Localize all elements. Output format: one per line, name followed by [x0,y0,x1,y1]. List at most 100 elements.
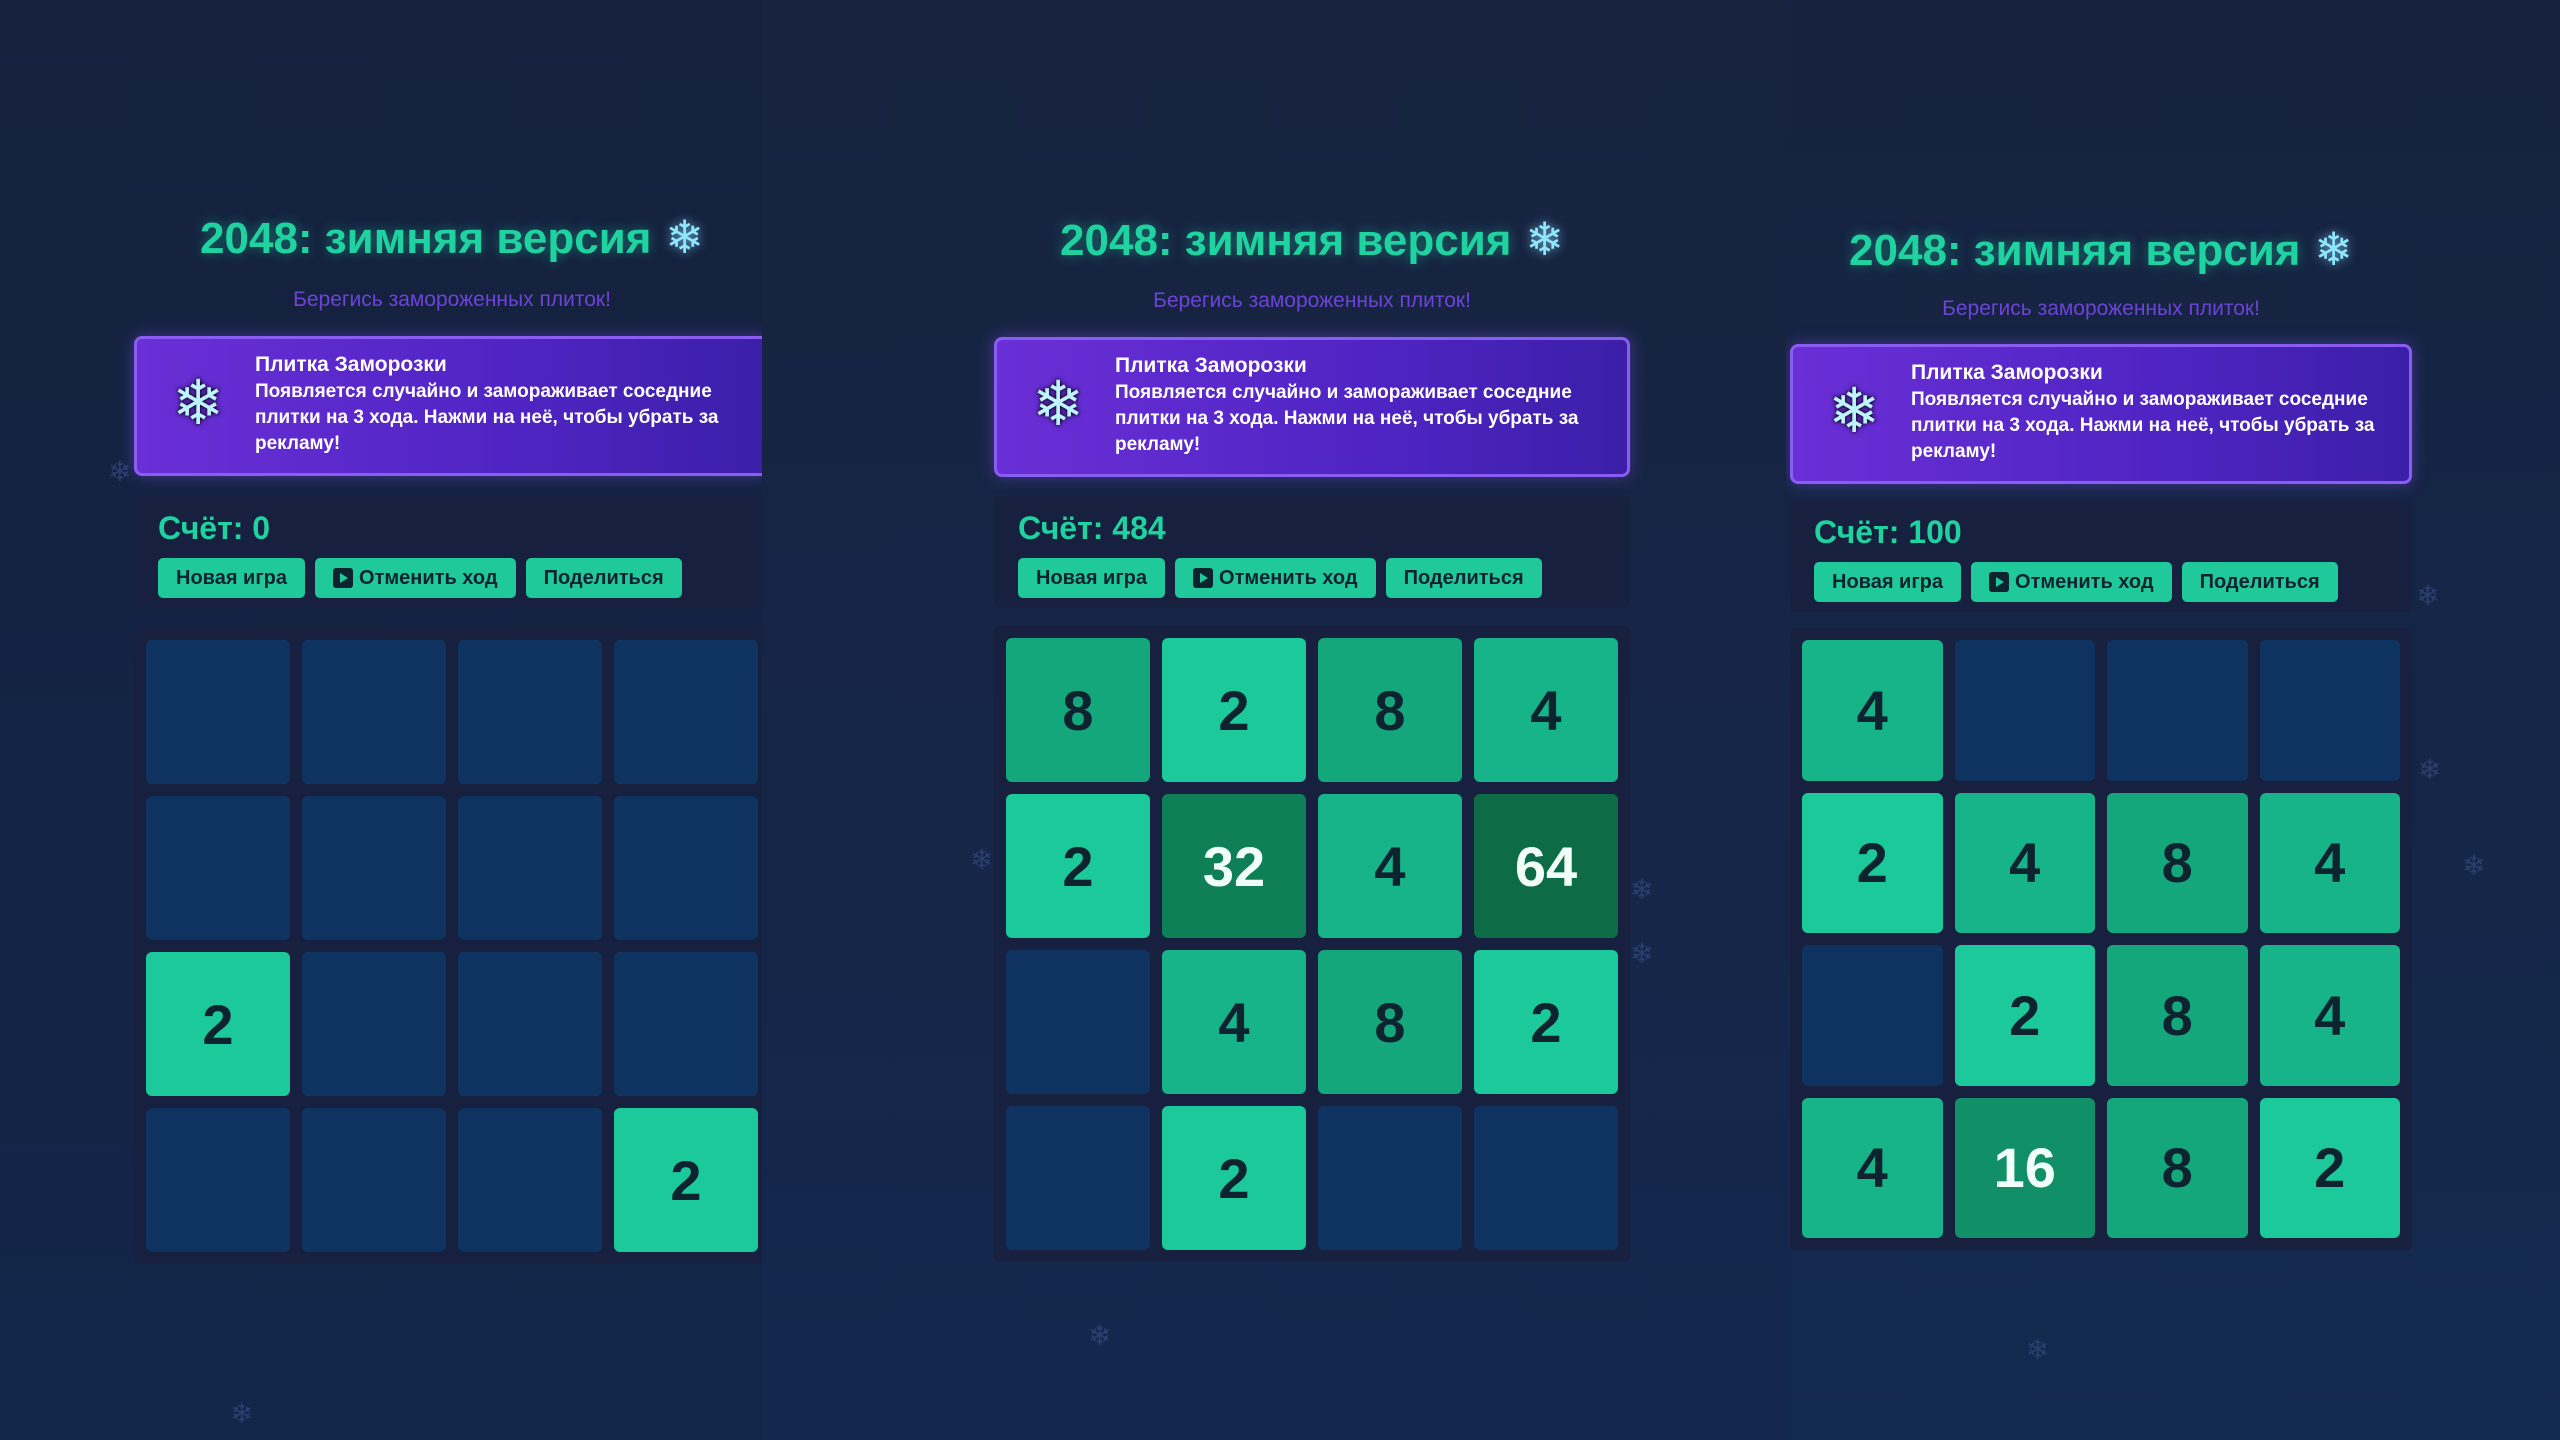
empty-cell [302,952,446,1096]
tile: 4 [1474,638,1618,782]
snowflake-decoration-icon: ❄ [2026,1334,2050,1365]
snowflake-decoration-icon: ❄ [1088,1320,1112,1351]
tile: 8 [2107,945,2248,1086]
empty-cell [146,640,290,784]
empty-cell [2259,640,2400,781]
screen-3: ❄ ❄ ❄ ❄ 2048: зимняя версия ❄ Берегись за… [1786,0,2560,1440]
game-title: 2048: зимняя версия ❄ [1790,222,2412,276]
snowflake-icon: ❄ [172,369,224,438]
tile: 2 [2259,1097,2400,1238]
empty-cell [302,1108,446,1252]
video-ad-icon [333,568,354,588]
tile: 4 [1802,640,1943,781]
snowflake-decoration-icon: ❄ [1630,938,1654,969]
tile: 4 [1954,792,2095,933]
share-label: Поделиться [1403,567,1524,589]
empty-cell [614,796,758,940]
action-buttons: Новая игра Отменить ход Поделиться [1018,558,1542,598]
banner-text: Появляется случайно и замораживает сосед… [1115,382,1579,455]
score-display: Счёт: 484 [1018,510,1166,546]
empty-cell [302,796,446,940]
snowflake-icon: ❄ [1828,377,1880,446]
snowflake-decoration-icon: ❄ [970,844,994,875]
empty-cell [2107,640,2248,781]
video-ad-icon [1989,572,2010,592]
snowflake-icon: ❄ [1525,213,1564,265]
tile: 2 [146,952,290,1096]
share-button[interactable]: Поделиться [1385,558,1542,598]
tile: 8 [1318,950,1462,1094]
game-title: 2048: зимняя версия ❄ [134,210,762,264]
snowflake-icon: ❄ [1032,370,1084,439]
empty-cell [302,640,446,784]
share-button[interactable]: Поделиться [2181,562,2338,602]
action-buttons: Новая игра Отменить ход Поделиться [158,558,682,598]
empty-cell [458,796,602,940]
snowflake-icon: ❄ [665,211,704,263]
undo-button[interactable]: Отменить ход [315,558,516,598]
banner-text: Появляется случайно и замораживает сосед… [255,381,719,454]
empty-cell [1006,1106,1150,1250]
score-panel: Счёт: 100 Новая игра Отменить ход Подели… [1790,500,2412,612]
undo-label: Отменить ход [359,567,498,589]
new-game-button[interactable]: Новая игра [1814,562,1962,602]
empty-cell [1474,1106,1618,1250]
empty-cell [1006,950,1150,1094]
empty-cell [458,640,602,784]
snowflake-decoration-icon: ❄ [2416,580,2440,611]
snowflake-decoration-icon: ❄ [2418,754,2442,785]
score-panel: Счёт: 0 Новая игра Отменить ход Поделить… [134,496,762,608]
tile: 2 [1474,950,1618,1094]
freeze-tile-banner[interactable]: ❄ Плитка Заморозки Появляется случайно и… [1790,344,2412,484]
empty-cell [146,1108,290,1252]
board-grid: 8 2 8 4 2 32 4 64 4 8 2 2 [1006,638,1618,1250]
new-game-button[interactable]: Новая игра [158,558,306,598]
banner-text: Появляется случайно и замораживает сосед… [1911,389,2375,462]
new-game-label: Новая игра [1036,567,1148,589]
game-subtitle: Берегись замороженных плиток! [293,288,611,311]
game-board[interactable]: 4 2 4 8 4 2 8 4 4 16 8 2 [1790,628,2412,1250]
game-title-text: 2048: зимняя версия [1849,226,2301,275]
tile: 16 [1954,1097,2095,1238]
empty-cell [614,952,758,1096]
tile: 4 [1802,1097,1943,1238]
score-display: Счёт: 0 [158,510,271,546]
undo-button[interactable]: Отменить ход [1175,558,1376,598]
snowflake-icon: ❄ [2314,223,2353,275]
empty-cell [1954,640,2095,781]
game-subtitle: Берегись замороженных плиток! [1942,297,2260,320]
video-ad-icon [1193,568,1214,588]
share-button[interactable]: Поделиться [525,558,682,598]
undo-button[interactable]: Отменить ход [1971,562,2172,602]
tile: 32 [1162,794,1306,938]
tile: 4 [1162,950,1306,1094]
game-title: 2048: зимняя версия ❄ [994,212,1630,266]
game-title-text: 2048: зимняя версия [1060,216,1512,265]
freeze-tile-banner[interactable]: ❄ Плитка Заморозки Появляется случайно и… [134,336,762,476]
tile: 64 [1474,794,1618,938]
banner-title: Плитка Заморозки [255,353,447,376]
new-game-button[interactable]: Новая игра [1018,558,1166,598]
game-subtitle: Берегись замороженных плиток! [1153,289,1471,312]
empty-cell [146,796,290,940]
empty-cell [614,640,758,784]
empty-cell [1802,945,1943,1086]
screen-1: ❄ ❄ 2048: зимняя версия ❄ Берегись заморо… [0,0,762,1440]
tile: 2 [1162,1106,1306,1250]
new-game-label: Новая игра [176,567,288,589]
score-panel: Счёт: 484 Новая игра Отменить ход Подели… [994,496,1630,608]
game-board[interactable]: 8 2 8 4 2 32 4 64 4 8 2 2 [994,626,1630,1262]
banner-title: Плитка Заморозки [1911,361,2103,384]
undo-label: Отменить ход [1219,567,1358,589]
freeze-tile-banner[interactable]: ❄ Плитка Заморозки Появляется случайно и… [994,337,1630,477]
tile: 4 [2259,945,2400,1086]
snowflake-decoration-icon: ❄ [1630,874,1654,905]
new-game-label: Новая игра [1832,571,1944,593]
tile: 8 [1318,638,1462,782]
empty-cell [1318,1106,1462,1250]
action-buttons: Новая игра Отменить ход Поделиться [1814,562,2338,602]
tile: 2 [614,1108,758,1252]
